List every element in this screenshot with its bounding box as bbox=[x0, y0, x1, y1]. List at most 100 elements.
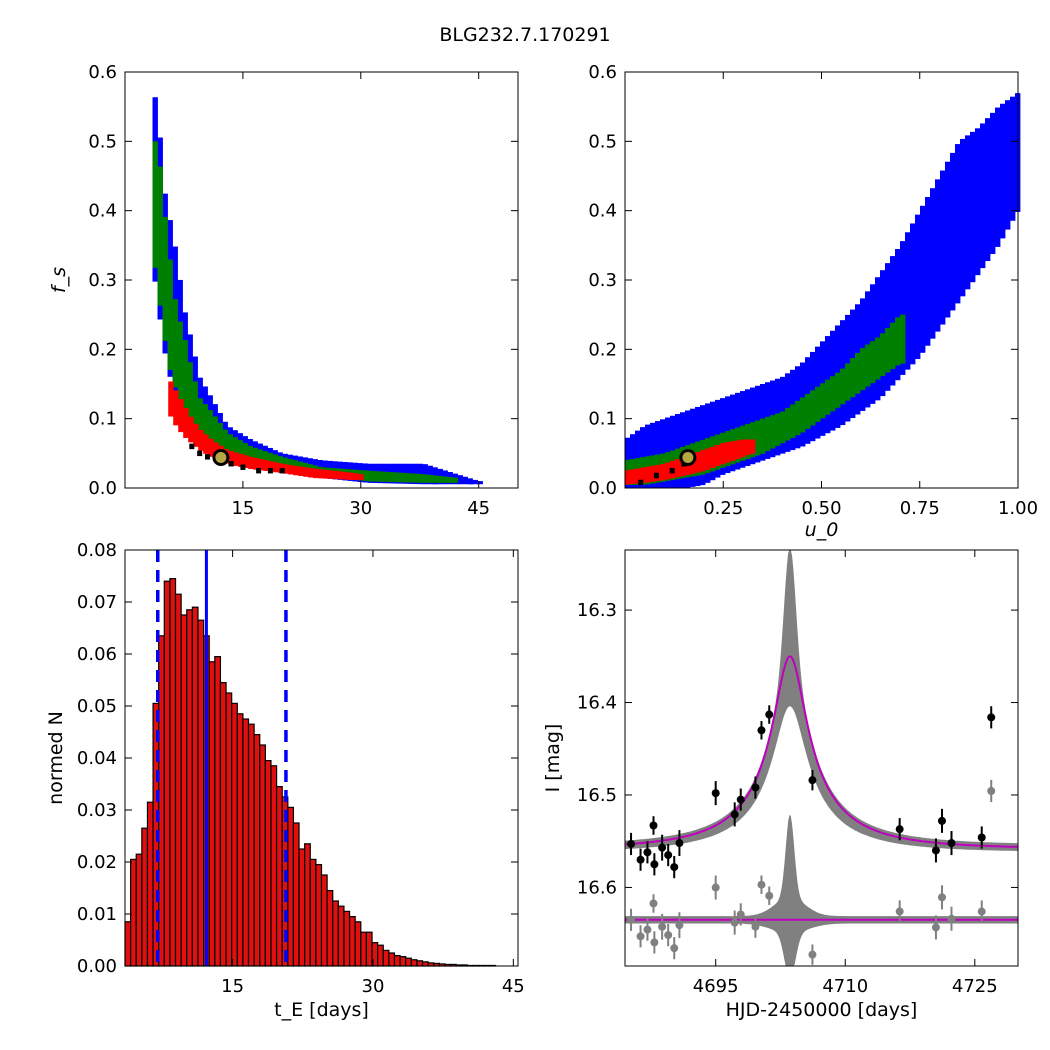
tE-fs-cell-1-sigma bbox=[183, 418, 189, 425]
tE-fs-cell-2-sigma bbox=[217, 434, 223, 440]
tE-fs-cell-2-sigma bbox=[202, 415, 208, 422]
u0-fs-cell-3-sigma bbox=[800, 384, 806, 391]
u0-fs-cell-3-sigma bbox=[945, 167, 951, 174]
u0-fs-cell-3-sigma bbox=[970, 192, 976, 199]
u0-fs-cell-3-sigma bbox=[700, 432, 706, 439]
u0-fs-cell-2-sigma bbox=[825, 412, 831, 415]
u0-fs-cell-2-sigma bbox=[895, 317, 901, 324]
u0-fs-cell-3-sigma bbox=[720, 420, 726, 427]
u0-fs-cell-3-sigma bbox=[870, 333, 876, 340]
u0-fs-cell-2-sigma bbox=[845, 385, 851, 392]
u0-fs-cell-2-sigma bbox=[835, 389, 841, 396]
u0-fs-cell-3-sigma bbox=[890, 267, 896, 273]
u0-fs-cell-3-sigma bbox=[920, 255, 926, 262]
tE-fs-cell-2-sigma bbox=[377, 471, 383, 478]
u0-fs-cell-3-sigma bbox=[900, 290, 906, 297]
u0-fs-cell-2-sigma bbox=[820, 416, 826, 419]
hist-ytick-label: 0.01 bbox=[77, 904, 117, 925]
u0-fs-cell-3-sigma bbox=[920, 249, 926, 256]
u0-fs-cell-2-sigma bbox=[780, 439, 786, 444]
u0-fs-cell-3-sigma bbox=[930, 210, 936, 217]
u0-fs-cell-3-sigma bbox=[800, 439, 806, 446]
u0-fs-cell-3-sigma bbox=[705, 408, 711, 415]
tE-fs-cell-2-sigma bbox=[172, 332, 178, 339]
u0-fs-cell-3-sigma bbox=[750, 409, 756, 416]
u0-fs-cell-3-sigma bbox=[760, 455, 766, 461]
u0-fs-cell-3-sigma bbox=[970, 170, 976, 177]
tE-fs-cell-2-sigma bbox=[232, 437, 238, 444]
tE-fs-cell-1-sigma bbox=[258, 458, 264, 465]
u0-fs-cell-3-sigma bbox=[735, 403, 741, 410]
u0-fs-cell-3-sigma bbox=[970, 148, 976, 155]
tE-fs-cell-2-sigma bbox=[192, 386, 198, 393]
u0-fs-cell-3-sigma bbox=[630, 434, 636, 441]
u0-fs-cell-3-sigma bbox=[715, 410, 721, 417]
u0-fs-cell-1-sigma bbox=[660, 464, 666, 470]
u0-fs-cell-3-sigma bbox=[925, 312, 931, 319]
u0-fs-cell-3-sigma bbox=[795, 382, 801, 389]
u0-fs-cell-2-sigma bbox=[875, 337, 881, 344]
u0-fs-cell-3-sigma bbox=[960, 210, 966, 217]
u0-fs-cell-2-sigma bbox=[790, 409, 796, 416]
u0-fs-cell-3-sigma bbox=[750, 404, 756, 410]
u0-fs-cell-3-sigma bbox=[785, 389, 791, 396]
u0-fs-cell-3-sigma bbox=[645, 485, 651, 489]
u0-fs-cell-2-sigma bbox=[755, 425, 761, 432]
u0-fs-cell-3-sigma bbox=[660, 485, 666, 489]
u0-fs-cell-3-sigma bbox=[995, 140, 1001, 147]
u0-fs-cell-3-sigma bbox=[970, 159, 976, 166]
u0-fs-cell-2-sigma bbox=[775, 413, 781, 420]
u0-fs-cell-3-sigma bbox=[905, 353, 911, 360]
u0-fs-cell-1-sigma bbox=[690, 470, 696, 474]
u0-fs-cell-2-sigma bbox=[750, 455, 756, 458]
u0-fs-cell-2-sigma bbox=[890, 361, 896, 368]
u0-fs-cell-3-sigma bbox=[965, 135, 971, 142]
u0-fs-cell-1-sigma bbox=[635, 479, 641, 484]
u0-fs-cell-3-sigma bbox=[730, 394, 736, 401]
u0-fs-cell-3-sigma bbox=[925, 240, 931, 247]
u0-fs-cell-3-sigma bbox=[885, 323, 891, 330]
lightcurve-ytick-label: 16.4 bbox=[577, 693, 617, 714]
u0-fs-cell-3-sigma bbox=[970, 269, 976, 276]
u0-fs-cell-2-sigma bbox=[875, 365, 881, 371]
u0-fs-cell-3-sigma bbox=[950, 235, 956, 242]
u0-fs-cell-3-sigma bbox=[925, 251, 931, 258]
u0-fs-cell-3-sigma bbox=[850, 337, 856, 343]
data-point bbox=[658, 843, 667, 852]
tE-fs-panel: 15 30 450.00.10.20.30.40.50.6f_s bbox=[48, 62, 519, 519]
u0-fs-cell-2-sigma bbox=[900, 358, 906, 364]
u0-fs-cell-1-sigma bbox=[725, 458, 731, 463]
tE-fs-cell-2-sigma bbox=[182, 367, 188, 374]
u0-fs-cell-2-sigma bbox=[745, 423, 751, 430]
u0-fs-cell-3-sigma bbox=[990, 200, 996, 207]
tE-fs-cell-3-sigma bbox=[177, 279, 183, 286]
tE-fs-cell-3-sigma bbox=[177, 318, 183, 325]
u0-fs-cell-1-sigma bbox=[650, 465, 656, 472]
u0-fs-cell-2-sigma bbox=[635, 463, 641, 470]
u0-fs-cell-3-sigma bbox=[925, 334, 931, 341]
tE-fs-cell-2-sigma bbox=[232, 442, 238, 449]
u0-fs-cell-2-sigma bbox=[890, 339, 896, 346]
u0-fs-cell-3-sigma bbox=[880, 314, 886, 321]
u0-fs-cell-3-sigma bbox=[790, 375, 796, 382]
u0-fs-cell-3-sigma bbox=[945, 222, 951, 229]
u0-fs-cell-3-sigma bbox=[940, 198, 946, 204]
tE-fs-cell-3-sigma bbox=[402, 469, 408, 476]
u0-fs-cell-3-sigma bbox=[975, 155, 981, 162]
u0-fs-cell-2-sigma bbox=[885, 366, 891, 373]
data-point bbox=[643, 848, 652, 857]
u0-fs-cell-3-sigma bbox=[785, 384, 791, 391]
u0-fs-cell-1-sigma bbox=[625, 475, 631, 482]
u0-fs-cell-2-sigma bbox=[795, 411, 801, 418]
tE-fs-cell-2-sigma bbox=[162, 293, 168, 300]
u0-fs-cell-2-sigma bbox=[800, 424, 806, 431]
tE-fs-cell-2-sigma bbox=[252, 447, 258, 454]
u0-fs-cell-3-sigma bbox=[875, 293, 881, 300]
u0-fs-cell-3-sigma bbox=[865, 401, 871, 408]
u0-fs-cell-3-sigma bbox=[895, 249, 901, 255]
u0-fs-cell-2-sigma bbox=[815, 386, 821, 393]
u0-fs-cell-3-sigma bbox=[880, 303, 886, 310]
u0-fs-cell-3-sigma bbox=[670, 443, 676, 450]
u0-fs-cell-2-sigma bbox=[700, 445, 706, 452]
u0-fs-cell-3-sigma bbox=[815, 368, 821, 375]
